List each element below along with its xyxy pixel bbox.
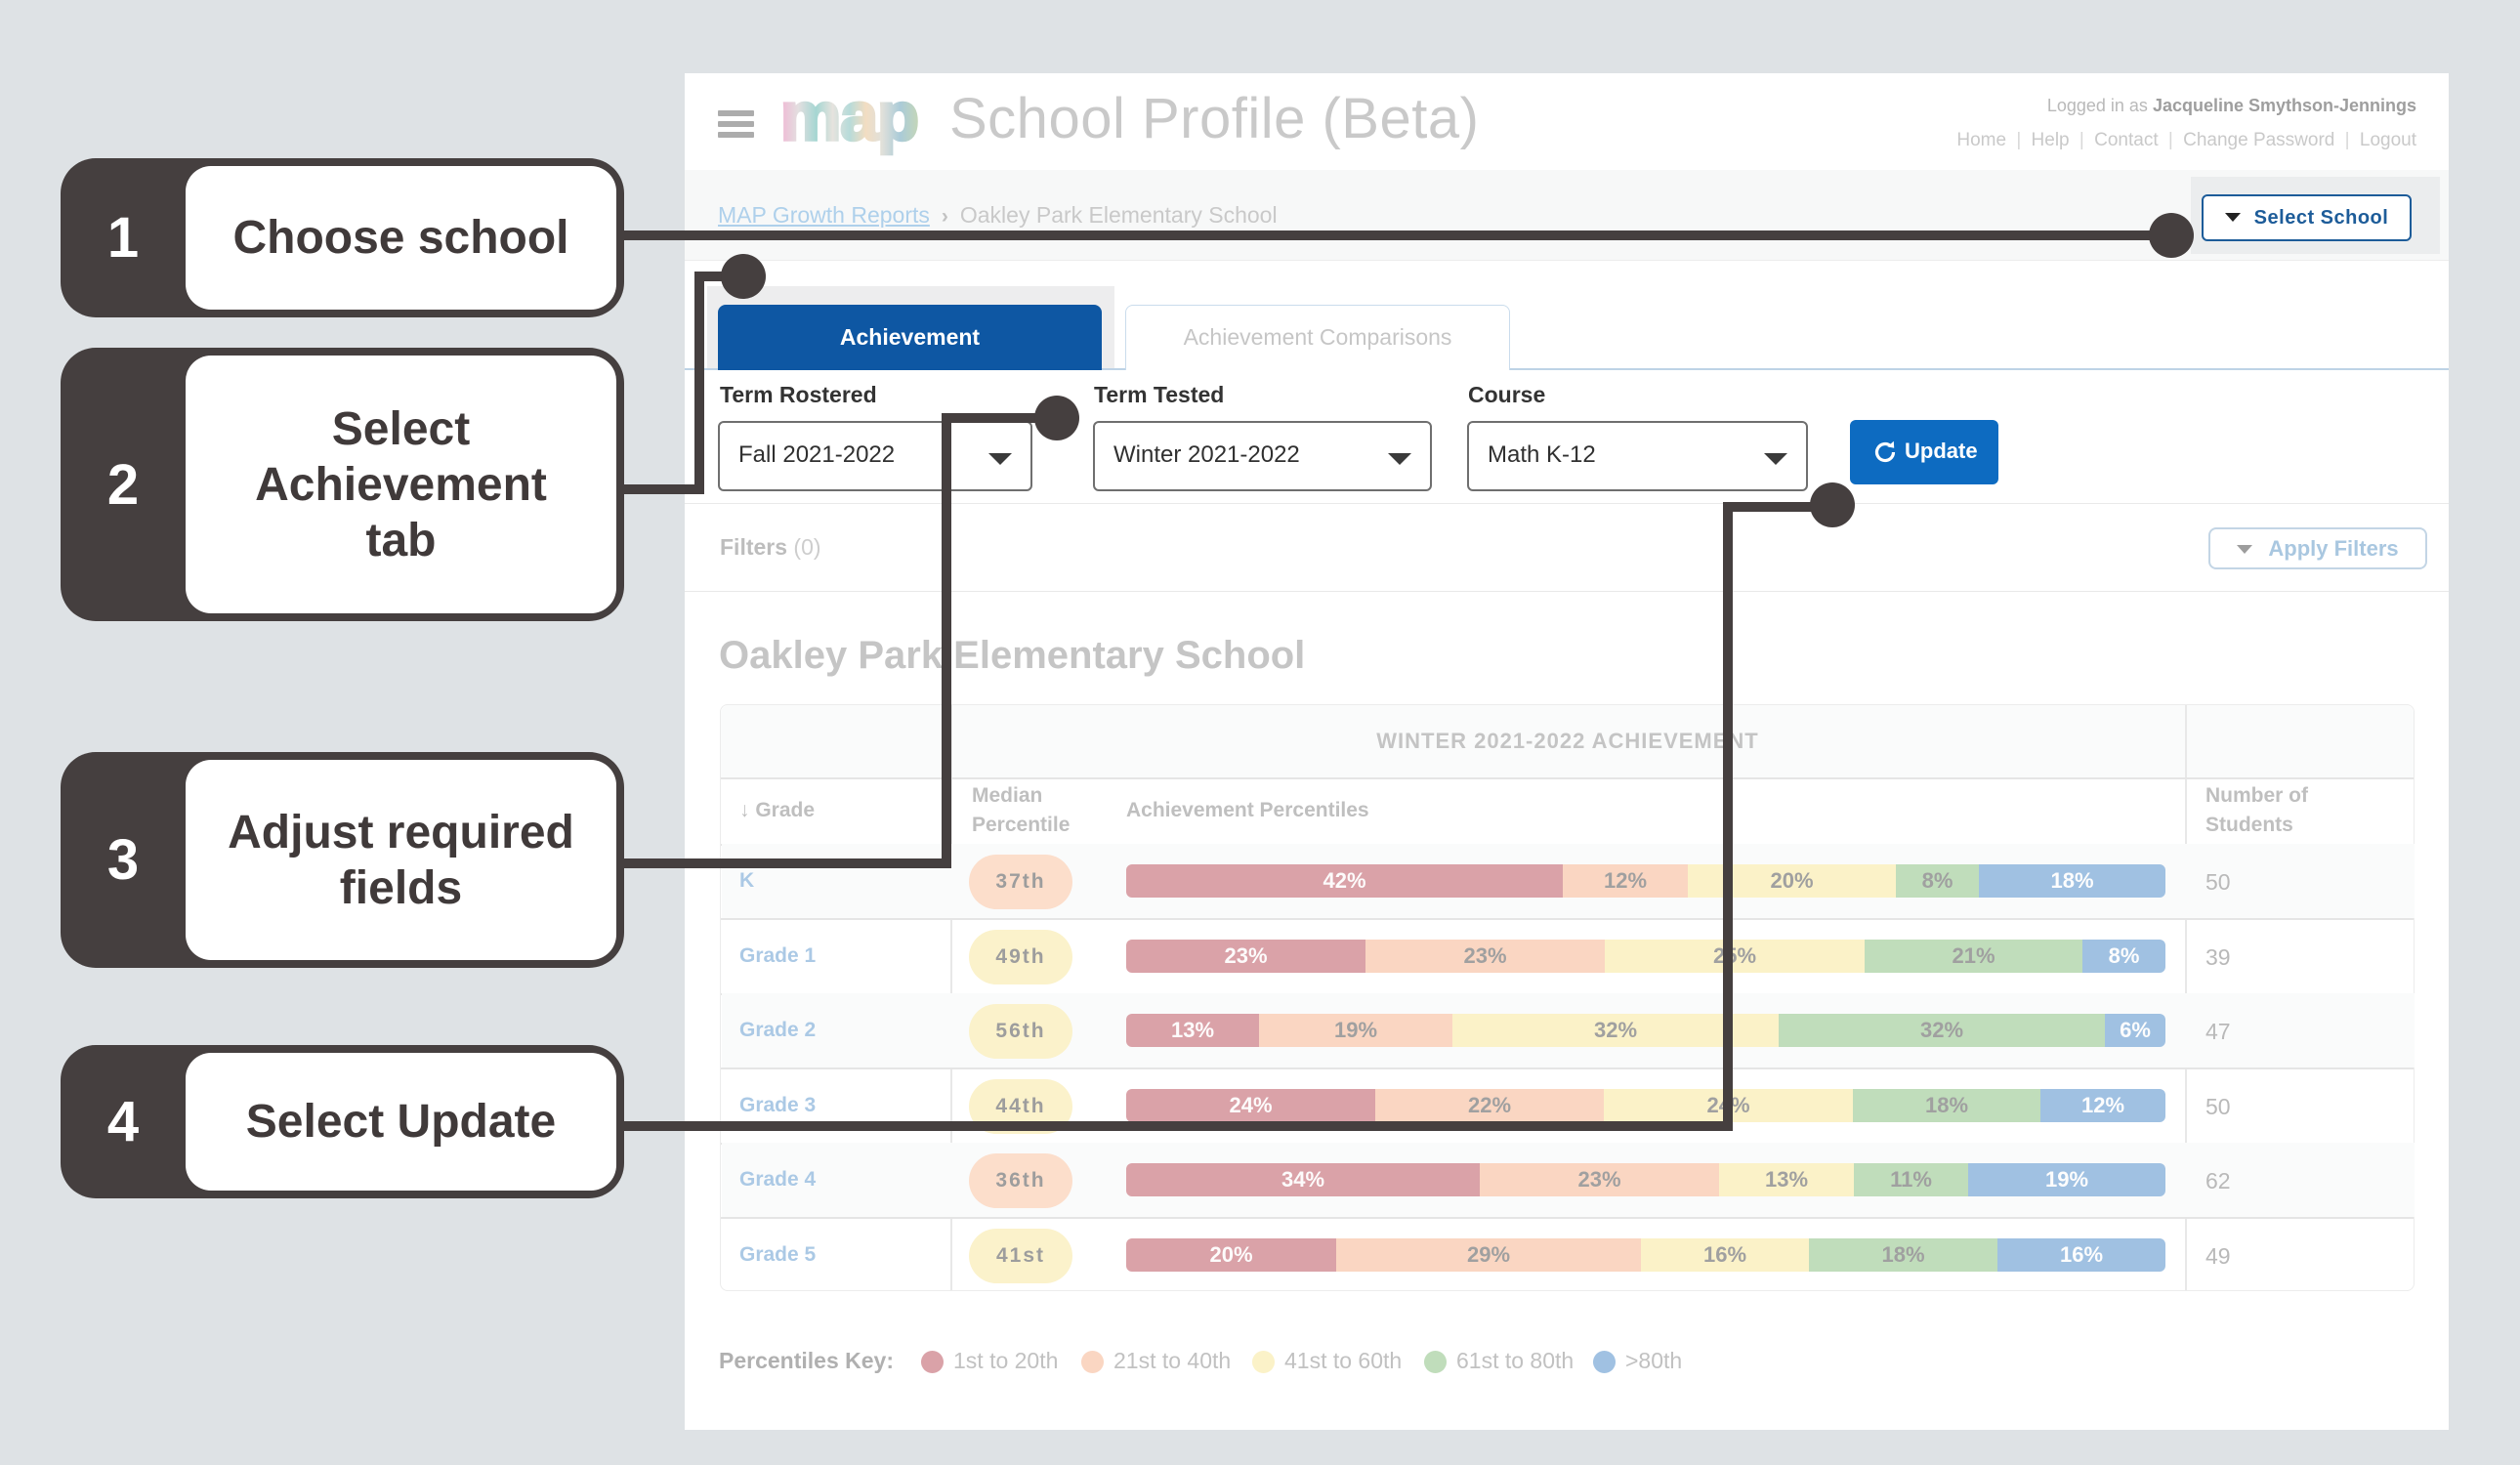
svg-text:map: map xyxy=(780,95,918,154)
